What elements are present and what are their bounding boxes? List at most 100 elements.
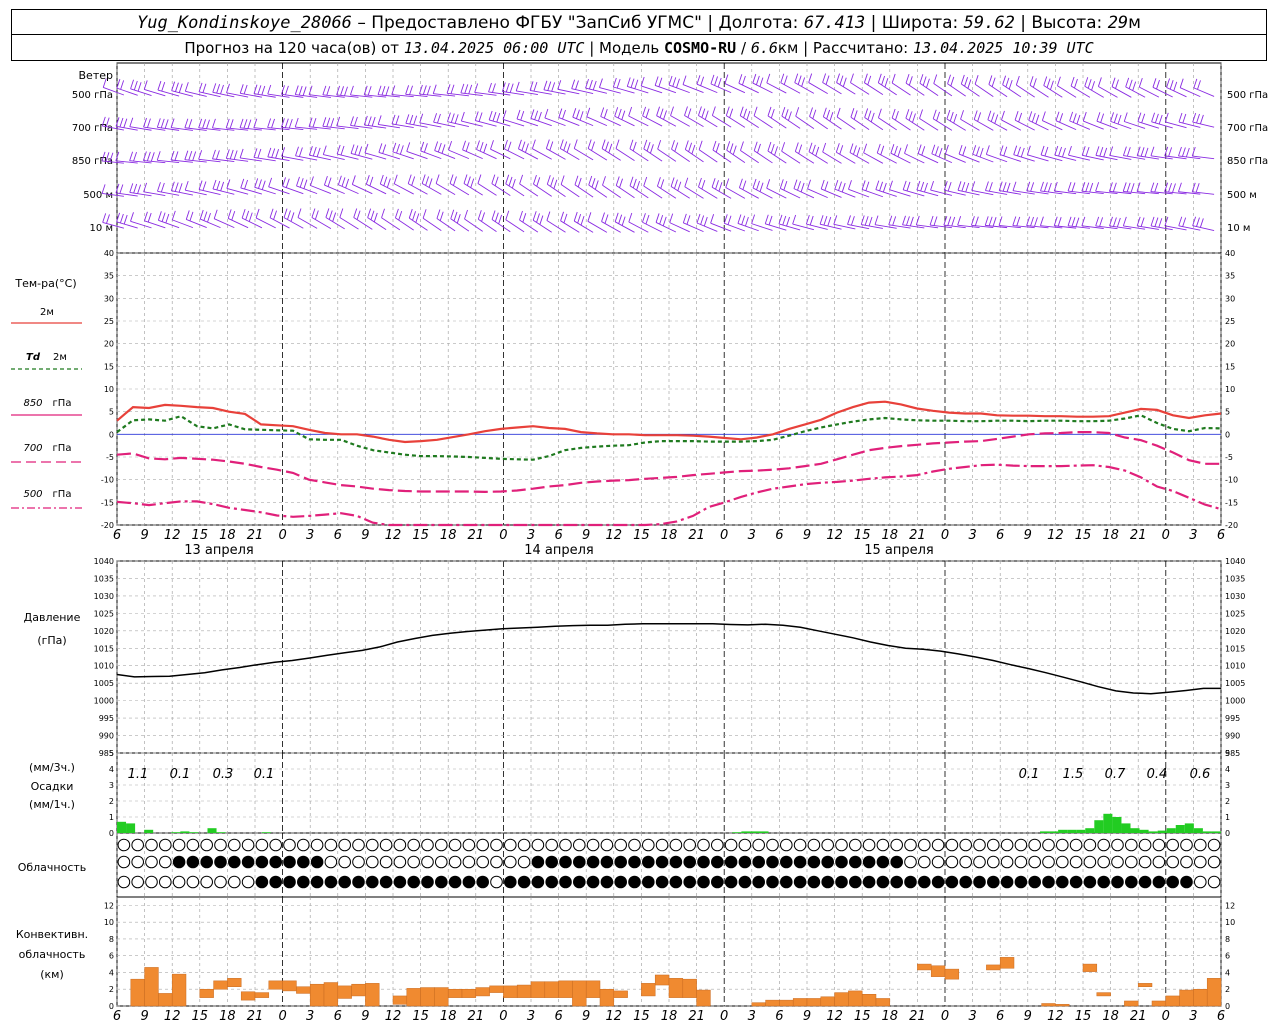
cloud-cell-1-30 xyxy=(531,855,545,869)
wind-barb-0-27 xyxy=(474,92,497,96)
station-name: Yug_Kondinskoye_28066 xyxy=(136,13,352,33)
forecast-label: Прогноз на 120 часа(ов) от xyxy=(184,39,400,57)
cloud-cell-1-22 xyxy=(421,855,434,869)
wind-barb-2-13 xyxy=(281,155,304,161)
wind-flag-0-17-1 xyxy=(340,86,344,96)
wind-flag-1-61-0 xyxy=(946,109,951,120)
hour-tick-temp-21: 21 xyxy=(688,528,705,543)
precip-bar-71 xyxy=(759,831,769,833)
hour-tick-temp-9: 9 xyxy=(361,528,369,543)
wind-flag-1-32-0 xyxy=(544,108,549,119)
wind-flag-1-35-0 xyxy=(586,107,591,117)
wind-flag-3-47-0 xyxy=(752,178,757,189)
wind-flag-3-5-1 xyxy=(174,182,179,192)
wind-barb-4-51 xyxy=(806,223,828,230)
wind-barb-2-74 xyxy=(1123,155,1146,160)
press-ytick-left-1000: 1000 xyxy=(94,697,114,706)
wind-barb-4-77 xyxy=(1164,225,1187,231)
precip-bar-114 xyxy=(1148,831,1158,833)
hour-tick-bottom-25: 9 xyxy=(803,1009,811,1024)
precip-bar-8 xyxy=(189,832,199,833)
wind-flag-1-19-0 xyxy=(363,115,368,126)
cloud-cell-1-21 xyxy=(407,855,421,869)
wind-flag-0-64-1 xyxy=(991,77,996,87)
cloud-cell-1-75 xyxy=(1152,855,1166,869)
cloud-cell-2-28 xyxy=(504,875,517,889)
wind-flag-2-45-1 xyxy=(729,143,734,153)
wind-barb-1-23 xyxy=(419,122,442,128)
hour-tick-bottom-26: 12 xyxy=(826,1009,843,1024)
cloud-cell-2-27 xyxy=(490,875,503,889)
conv-bar-4 xyxy=(199,988,214,998)
cloud-cell-0-39 xyxy=(655,838,669,852)
cloud-cell-0-12 xyxy=(283,838,296,852)
wind-barb-2-18 xyxy=(350,153,373,160)
cloud-cell-1-19 xyxy=(379,855,393,869)
wind-barb-0-42 xyxy=(682,84,704,94)
wind-flag-2-73-0 xyxy=(1109,146,1114,156)
wind-barb-1-53 xyxy=(836,116,856,130)
hour-tick-bottom-15: 3 xyxy=(527,1009,535,1024)
wind-flag-3-16-1 xyxy=(327,177,332,187)
wind-flag-3-4-1 xyxy=(160,182,165,193)
conv-ytick-left-6: 6 xyxy=(109,952,114,961)
wind-flag-2-48-0 xyxy=(767,141,772,152)
press-ytick-left-1040: 1040 xyxy=(94,557,114,566)
wind-flag-0-59-0 xyxy=(919,74,924,84)
wind-barb-2-76 xyxy=(1150,155,1173,160)
wind-flag-2-12-1 xyxy=(271,148,276,158)
cloud-cell-1-2 xyxy=(145,855,158,869)
cloud-cell-1-4 xyxy=(172,855,186,869)
wind-flag-3-61-1 xyxy=(947,181,952,192)
wind-flag-0-1-0 xyxy=(116,78,121,89)
cloud-cell-0-49 xyxy=(793,838,807,852)
wind-flag-4-77-0 xyxy=(1164,216,1169,226)
hour-tick-bottom-13: 21 xyxy=(468,1009,485,1024)
wind-flag-3-22-0 xyxy=(407,174,412,184)
cloud-cell-0-26 xyxy=(476,838,490,852)
wind-flag-2-28-0 xyxy=(490,140,494,150)
wind-flag-3-35-2 xyxy=(594,180,599,190)
cloud-cell-1-1 xyxy=(131,855,144,869)
wind-flag-0-64-0 xyxy=(988,75,993,85)
plot-layer: 6699121215151818212100336699121215151818… xyxy=(94,62,1245,1024)
wind-flag-4-36-1 xyxy=(604,214,609,224)
wind-flag-1-4-1 xyxy=(160,118,165,129)
wind-flag-3-70-0 xyxy=(1067,181,1072,192)
cloud-cell-0-44 xyxy=(724,838,738,852)
wind-barb-0-24 xyxy=(433,93,456,97)
cloud-cell-0-56 xyxy=(890,838,904,852)
wind-flag-4-47-0 xyxy=(751,214,756,224)
wind-flag-4-67-1 xyxy=(1030,216,1034,227)
cloud-cell-2-40 xyxy=(669,875,683,889)
wind-flag-3-12-0 xyxy=(268,177,273,187)
wind-flag-3-74-0 xyxy=(1122,182,1127,192)
wind-barb-0-12 xyxy=(267,93,290,98)
wind-barb-4-74 xyxy=(1123,225,1146,230)
wind-flag-4-45-1 xyxy=(727,215,732,225)
wind-flag-1-64-0 xyxy=(987,110,992,120)
cloud-cell-0-13 xyxy=(297,838,310,852)
temp-ytick-right-5: 5 xyxy=(1225,408,1230,417)
wind-flag-1-66-1 xyxy=(1018,112,1023,123)
wind-flag-4-46-2 xyxy=(744,216,749,227)
wind-barb-2-75 xyxy=(1137,155,1159,160)
wind-barb-4-2 xyxy=(130,220,152,229)
wind-flag-2-3-1 xyxy=(146,151,151,162)
wind-barb-1-0 xyxy=(102,125,124,131)
cloud-cell-2-54 xyxy=(862,875,876,889)
wind-flag-1-39-1 xyxy=(645,108,650,118)
wind-flag-3-71-2 xyxy=(1089,182,1094,193)
wind-flag-1-7-1 xyxy=(202,119,207,129)
cloud-cell-1-29 xyxy=(517,855,531,869)
wind-flag-3-26-0 xyxy=(463,174,468,184)
wind-flag-1-61-2 xyxy=(953,113,958,124)
cloud-cell-1-31 xyxy=(545,855,559,869)
cloud-cell-1-76 xyxy=(1166,855,1179,869)
wind-barb-1-9 xyxy=(226,127,249,131)
precip-bar-11 xyxy=(216,832,226,833)
wind-flag-0-41-2 xyxy=(676,78,680,88)
wind-flag-3-10-0 xyxy=(240,178,245,189)
wind-flag-4-70-0 xyxy=(1067,216,1072,226)
wind-barb-4-47 xyxy=(751,223,773,231)
